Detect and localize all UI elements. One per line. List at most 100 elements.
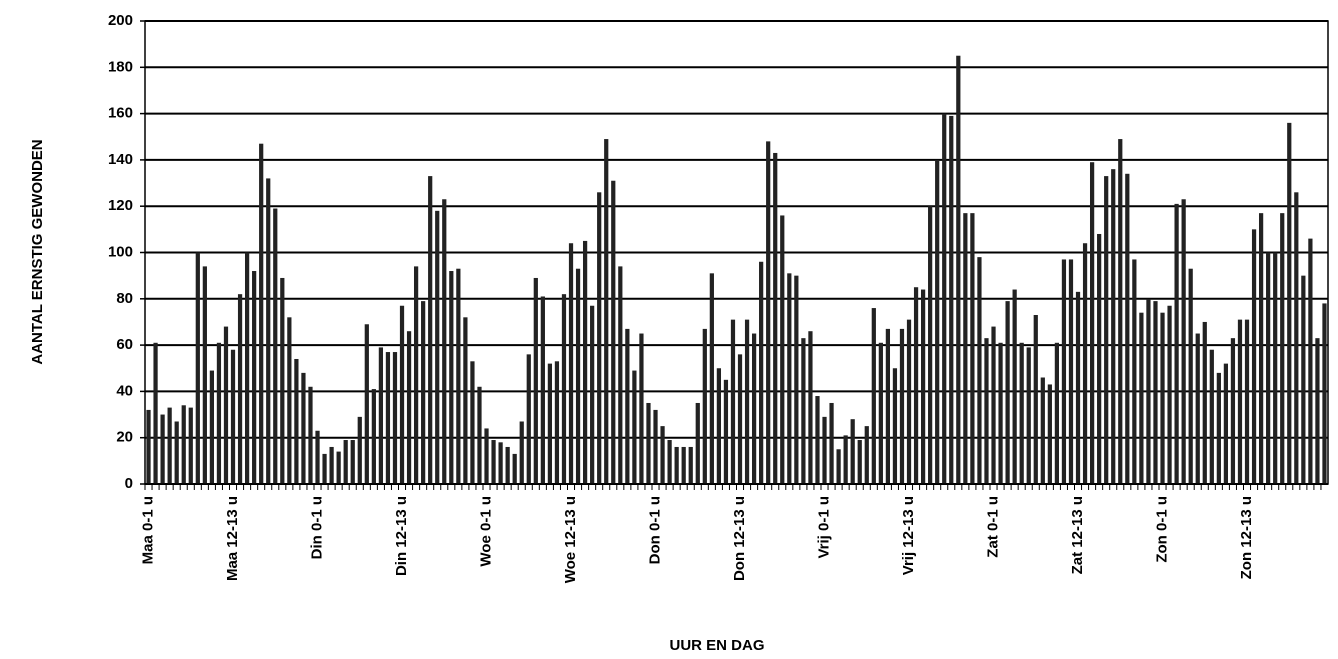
bar xyxy=(843,435,848,484)
bar xyxy=(547,363,553,484)
bar xyxy=(850,419,855,484)
bar xyxy=(949,115,954,484)
bar xyxy=(280,277,285,484)
bar xyxy=(1266,252,1271,484)
bar xyxy=(491,440,496,484)
x-tick-label: Vrij 12-13 u xyxy=(900,496,917,575)
bar xyxy=(681,446,686,484)
bar xyxy=(913,287,919,484)
bar xyxy=(554,361,560,484)
bar xyxy=(244,252,250,484)
bar xyxy=(1146,298,1151,484)
bar xyxy=(1097,233,1102,484)
bar xyxy=(801,338,806,484)
bar xyxy=(435,210,440,484)
bar xyxy=(794,275,799,484)
x-tick-label: Don 0-1 u xyxy=(646,496,663,564)
bar xyxy=(984,338,989,484)
bar xyxy=(406,331,412,484)
bar xyxy=(1019,342,1024,484)
bar xyxy=(1188,268,1193,484)
x-axis-title: UUR EN DAG xyxy=(669,637,764,654)
bar xyxy=(730,319,736,484)
bar xyxy=(287,317,292,484)
bar xyxy=(674,446,679,484)
x-tick-label: Woe 0-1 u xyxy=(477,496,494,567)
bar xyxy=(787,273,792,484)
y-tick-label: 200 xyxy=(108,12,133,29)
y-tick-label: 100 xyxy=(108,243,133,260)
y-tick-label: 60 xyxy=(116,336,133,353)
bar xyxy=(906,319,912,484)
bar xyxy=(1301,275,1306,484)
bar xyxy=(1104,176,1109,485)
bar xyxy=(266,178,271,485)
bar xyxy=(1273,252,1278,484)
bar xyxy=(1033,315,1038,484)
y-axis-title: AANTAL ERNSTIG GEWONDEN xyxy=(29,139,46,364)
bar xyxy=(998,342,1003,484)
bar xyxy=(1153,301,1158,484)
bar xyxy=(1308,238,1313,484)
bar xyxy=(1174,203,1179,484)
bar xyxy=(561,294,567,484)
bar xyxy=(1209,349,1214,484)
bar xyxy=(456,268,461,484)
bar xyxy=(1251,229,1257,484)
bar xyxy=(822,416,827,484)
bar xyxy=(505,446,510,484)
bar xyxy=(259,143,264,484)
bar xyxy=(188,407,193,484)
bar xyxy=(1244,319,1250,484)
bar xyxy=(1280,213,1285,484)
bar xyxy=(174,421,179,484)
bar xyxy=(737,354,743,484)
bar xyxy=(413,266,419,484)
bar xyxy=(618,266,623,484)
bar xyxy=(1294,192,1299,484)
bar xyxy=(878,342,883,484)
bar xyxy=(766,141,771,484)
bar xyxy=(660,426,665,484)
bar xyxy=(604,139,609,484)
bar xyxy=(336,451,341,484)
bar xyxy=(209,370,215,484)
bar xyxy=(237,294,243,484)
bar xyxy=(942,113,947,484)
bar xyxy=(533,277,538,484)
bar xyxy=(1118,139,1123,484)
bar xyxy=(702,328,707,484)
bar xyxy=(1139,312,1144,484)
bar xyxy=(378,347,384,484)
bar xyxy=(315,430,320,484)
bar xyxy=(1054,342,1060,484)
bar xyxy=(1005,301,1010,484)
x-tick-label: Vrij 0-1 u xyxy=(815,496,832,559)
bar xyxy=(709,273,714,484)
bar xyxy=(639,333,644,484)
bar xyxy=(751,333,757,484)
bar xyxy=(864,426,869,484)
bar xyxy=(463,317,468,484)
bar xyxy=(1202,321,1207,484)
y-tick-label: 140 xyxy=(108,151,133,168)
bar xyxy=(611,180,616,485)
x-tick-label: Din 0-1 u xyxy=(308,496,325,559)
bar xyxy=(1230,338,1236,484)
x-tick-label: Zat 12-13 u xyxy=(1069,496,1086,574)
bar xyxy=(780,215,785,484)
bar xyxy=(597,192,602,484)
bar xyxy=(484,428,489,484)
bar xyxy=(1125,173,1130,485)
bar xyxy=(759,261,764,484)
bar xyxy=(632,370,637,484)
bar xyxy=(519,421,524,484)
bar xyxy=(146,409,151,484)
bar xyxy=(956,55,961,484)
bar xyxy=(1195,333,1200,484)
bar xyxy=(688,446,693,484)
bar xyxy=(399,305,405,484)
bar xyxy=(1061,259,1067,484)
bar xyxy=(977,257,982,484)
